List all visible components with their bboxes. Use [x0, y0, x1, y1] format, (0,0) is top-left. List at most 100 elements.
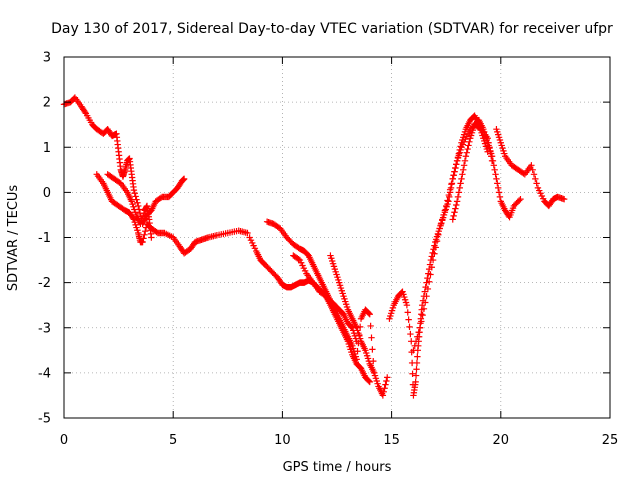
data-point — [457, 180, 464, 187]
data-point — [424, 274, 431, 282]
data-point — [140, 235, 147, 242]
data-point — [449, 216, 456, 223]
data-point — [365, 310, 373, 317]
y-tick-label: -1 — [38, 231, 51, 246]
x-tick-label: 25 — [602, 433, 619, 448]
data-point — [428, 264, 435, 271]
data-point — [180, 175, 188, 183]
y-tick-label: -4 — [38, 366, 51, 381]
data-point — [422, 299, 429, 306]
data-point — [464, 145, 471, 153]
y-tick-label: 3 — [43, 51, 51, 66]
data-point — [424, 285, 432, 293]
data-point — [81, 108, 89, 116]
data-point — [490, 162, 498, 169]
data-point — [532, 175, 539, 183]
data-point — [460, 166, 467, 174]
data-series-5 — [263, 218, 360, 345]
data-point — [529, 166, 536, 174]
data-point — [496, 193, 504, 201]
data-point — [368, 334, 375, 341]
x-tick-label: 10 — [274, 433, 291, 448]
data-point — [463, 149, 470, 156]
data-point — [365, 377, 373, 385]
data-point — [494, 184, 502, 192]
data-point — [420, 305, 428, 312]
data-point — [449, 175, 456, 183]
data-point — [366, 311, 373, 318]
data-point — [465, 142, 472, 149]
data-point — [433, 237, 441, 245]
data-point — [379, 392, 387, 399]
y-axis-ticks: -5 -4 -3 -2 -1 0 1 2 3 — [38, 51, 610, 427]
data-point — [411, 342, 418, 349]
data-point — [427, 271, 434, 278]
data-point — [454, 193, 462, 201]
data-point — [462, 153, 470, 160]
data-point — [384, 374, 391, 381]
x-tick-label: 0 — [60, 433, 68, 448]
data-point — [452, 164, 459, 172]
x-tick-label: 15 — [383, 433, 400, 448]
data-point — [491, 166, 498, 174]
data-point — [134, 199, 141, 206]
data-series-8 — [386, 112, 491, 399]
data-point — [494, 180, 501, 187]
data-point — [423, 292, 430, 300]
data-point — [435, 231, 442, 238]
data-point — [446, 186, 454, 193]
data-point — [437, 220, 445, 228]
data-point — [131, 190, 138, 197]
data-point — [139, 238, 146, 246]
data-point — [406, 323, 413, 331]
data-point — [456, 184, 463, 192]
data-point — [403, 301, 411, 309]
data-point — [460, 162, 468, 169]
data-point — [450, 172, 457, 179]
data-point — [444, 197, 451, 204]
data-point — [488, 153, 496, 160]
data-series-11 — [493, 126, 568, 210]
data-point — [452, 205, 459, 212]
data-series-7 — [327, 252, 378, 377]
data-point — [495, 189, 503, 196]
data-point — [432, 244, 439, 251]
data-point — [412, 338, 420, 345]
data-point — [412, 372, 420, 379]
data-point — [451, 168, 458, 175]
data-point — [443, 202, 450, 210]
data-series-10 — [449, 116, 524, 223]
data-point — [407, 330, 414, 338]
data-series-9 — [410, 121, 496, 354]
data-point — [466, 138, 473, 146]
data-point — [381, 385, 388, 392]
data-point — [440, 211, 447, 219]
data-point — [453, 198, 461, 205]
data-point — [458, 175, 465, 183]
data-point — [405, 316, 412, 323]
data-point — [439, 216, 446, 223]
data-point — [414, 353, 421, 360]
y-tick-label: -2 — [38, 276, 51, 291]
data-point — [453, 161, 460, 168]
data-point — [441, 207, 449, 214]
data-point — [530, 171, 538, 178]
data-point — [353, 356, 360, 363]
x-tick-label: 20 — [493, 433, 510, 448]
data-point — [414, 333, 421, 340]
x-axis-ticks: 0 5 10 15 20 25 — [60, 57, 618, 448]
data-point — [369, 346, 376, 353]
chart-title: Day 130 of 2017, Sidereal Day-to-day VTE… — [51, 21, 613, 37]
data-series-6 — [290, 252, 391, 399]
data-point — [445, 191, 453, 199]
data-point — [410, 347, 417, 354]
data-point — [148, 234, 155, 241]
data-point — [413, 366, 420, 373]
data-points — [60, 94, 568, 399]
data-point — [354, 348, 361, 355]
data-point — [429, 256, 437, 264]
data-point — [416, 324, 424, 331]
data-point — [448, 181, 455, 188]
data-point — [142, 227, 149, 235]
data-point — [436, 225, 443, 232]
